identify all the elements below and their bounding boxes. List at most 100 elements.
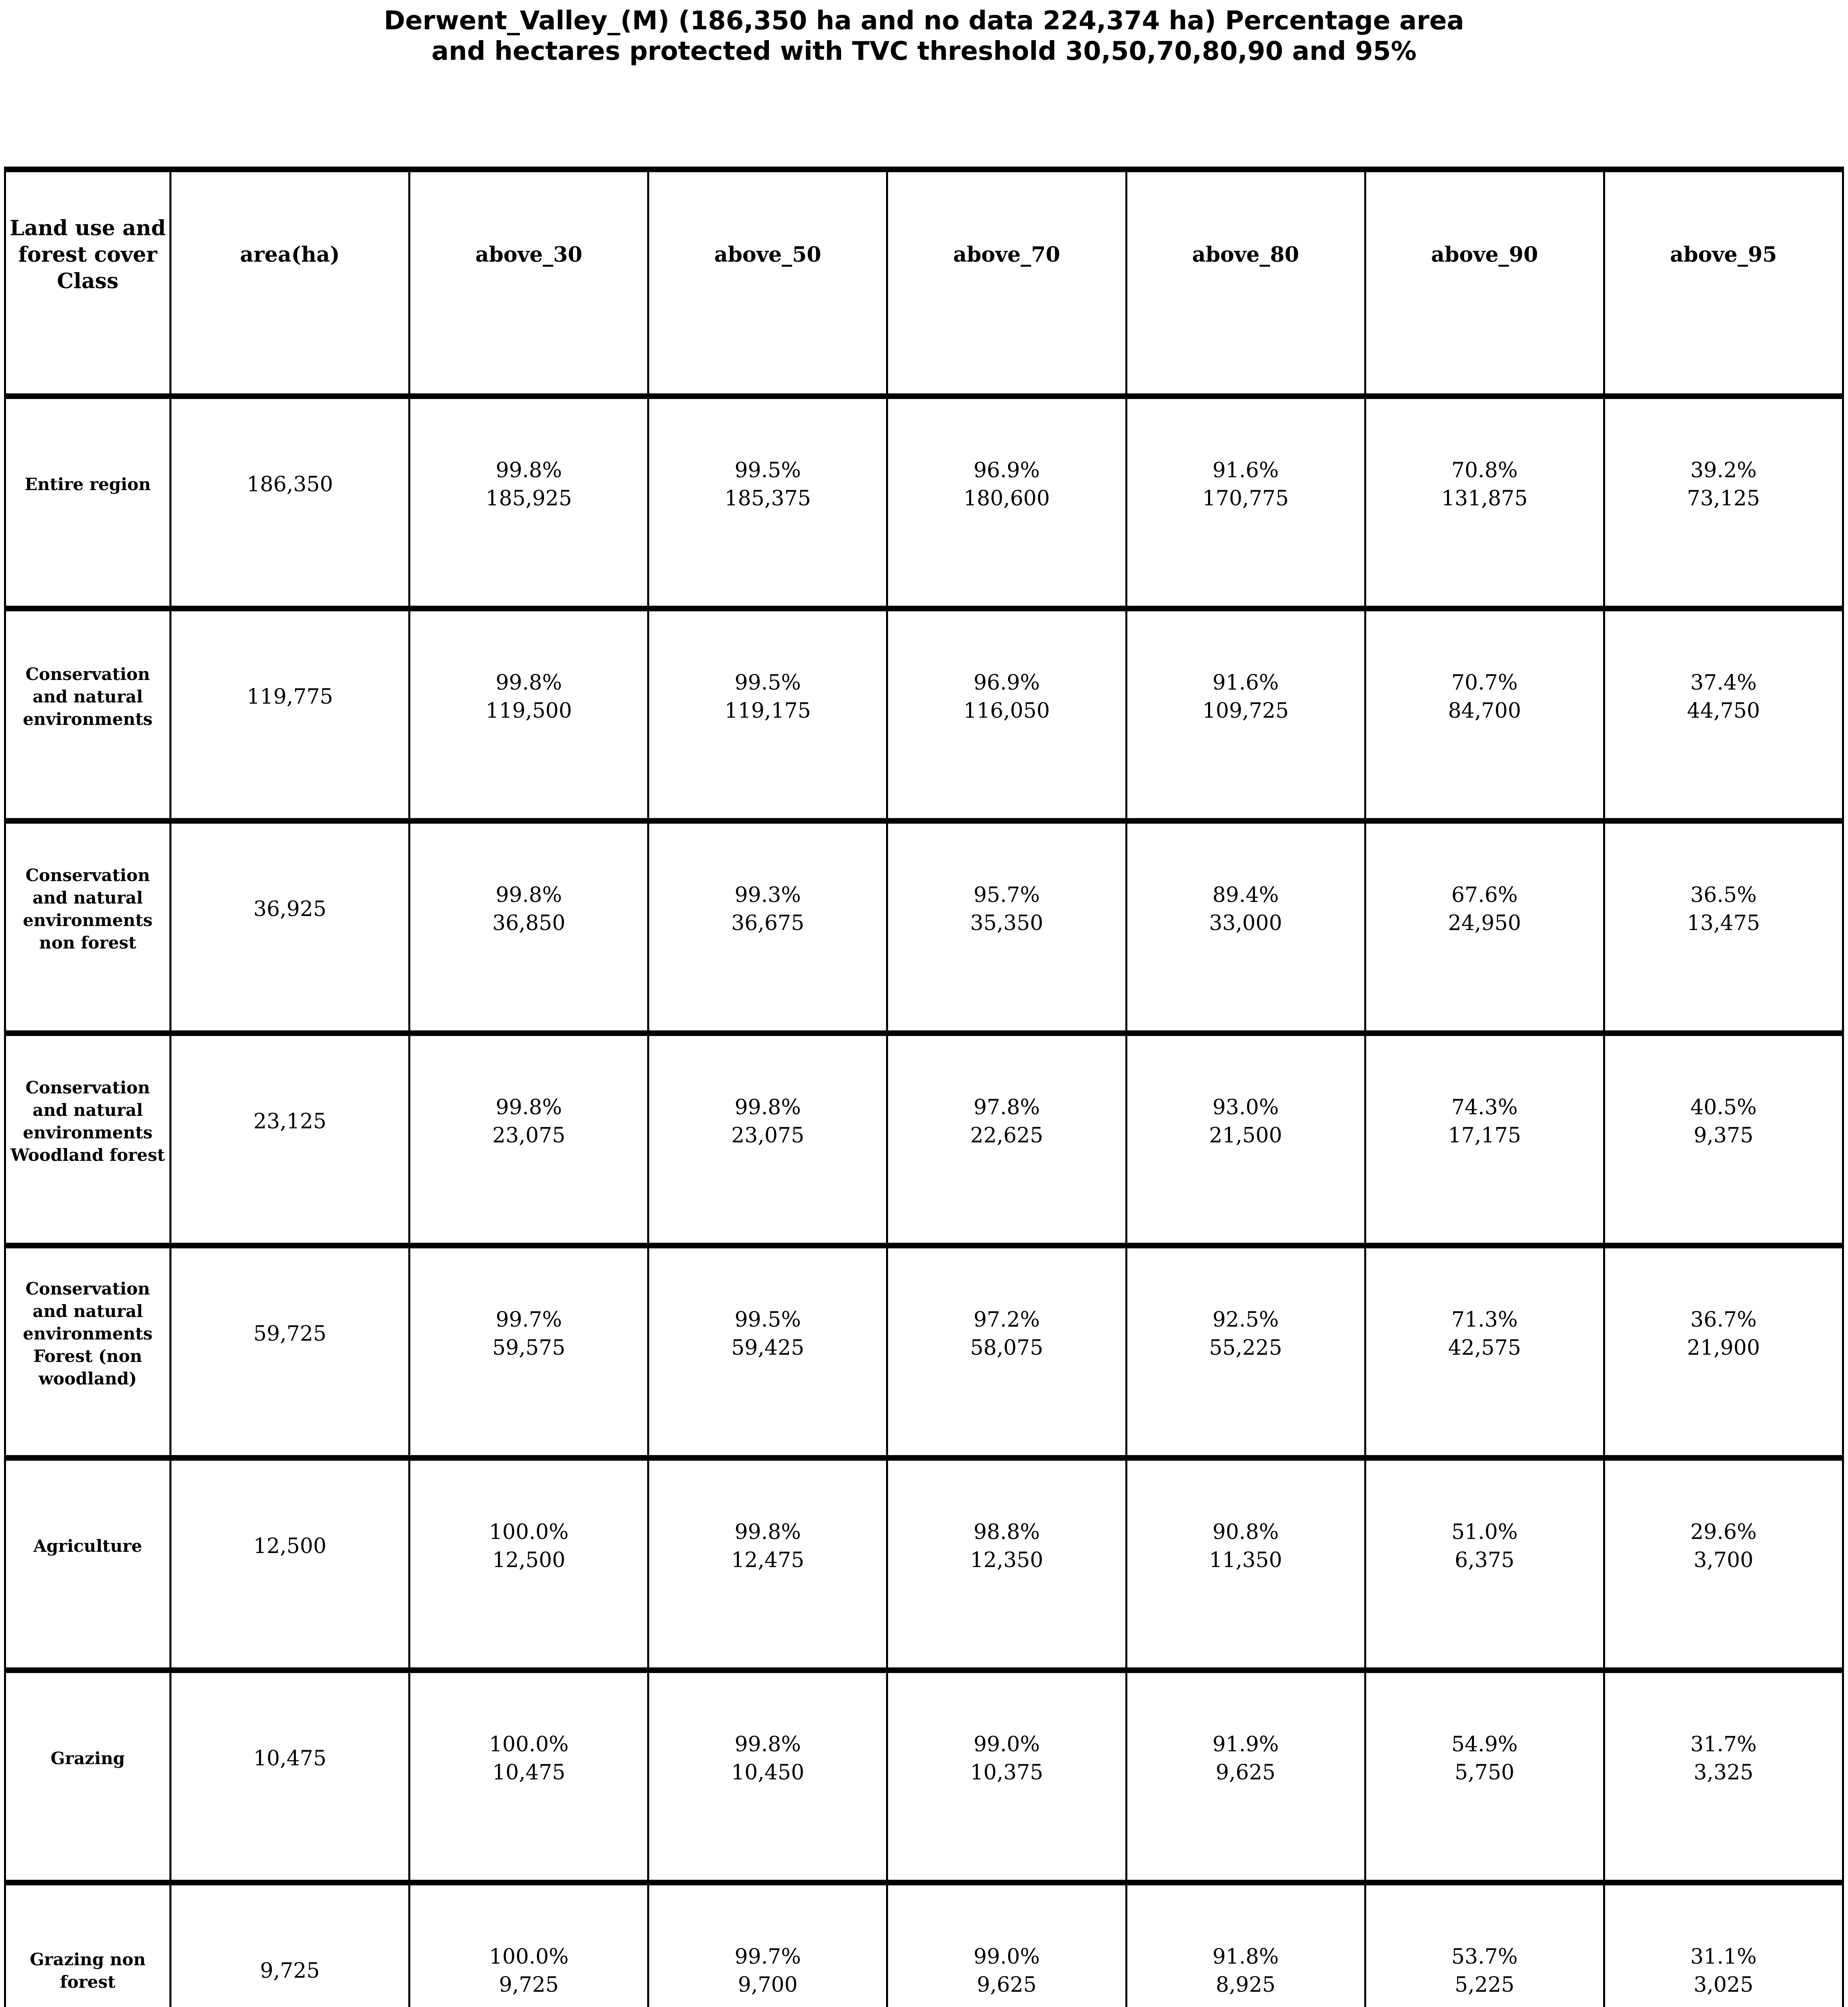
data-cell: 36.7% 21,900 [1603,1243,1844,1461]
data-cell: 96.9% 116,050 [886,606,1127,824]
data-cell: 99.8% 36,850 [408,818,650,1036]
hectares-value: 3,700 [1693,1548,1754,1572]
data-cell: 99.0% 10,375 [886,1667,1127,1885]
data-cell: 98.8% 12,350 [886,1455,1127,1673]
percent-value: 53.7% [1451,1944,1518,1969]
percent-value: 74.3% [1451,1095,1518,1120]
data-cell: 95.7% 35,350 [886,818,1127,1036]
percent-value: 91.6% [1212,458,1279,482]
percent-value: 96.9% [973,458,1040,482]
percent-value: 100.0% [489,1732,569,1757]
percent-value: 37.4% [1690,670,1757,695]
percent-value: 36.5% [1690,883,1757,907]
row-label: Conservation and natural environments Fo… [4,1243,172,1461]
hectares-value: 3,325 [1693,1760,1754,1785]
hectares-value: 59,575 [492,1335,566,1360]
data-cell: 31.7% 3,325 [1603,1667,1844,1885]
hectares-value: 170,775 [1202,486,1289,511]
data-cell: 97.2% 58,075 [886,1243,1127,1461]
data-cell: 40.5% 9,375 [1603,1030,1844,1248]
data-cell: 91.6% 170,775 [1125,393,1366,611]
percent-value: 93.0% [1212,1095,1279,1120]
hectares-value: 21,900 [1687,1335,1760,1360]
data-cell: 97.8% 22,625 [886,1030,1127,1248]
data-cell: 74.3% 17,175 [1364,1030,1605,1248]
hectares-value: 10,475 [492,1760,566,1785]
hectares-value: 9,700 [738,1972,798,1997]
hectares-value: 10,375 [970,1760,1043,1785]
percent-value: 31.1% [1690,1944,1757,1969]
hectares-value: 119,500 [485,698,572,723]
percent-value: 97.8% [973,1095,1040,1120]
data-cell: 67.6% 24,950 [1364,818,1605,1036]
data-cell: 54.9% 5,750 [1364,1667,1605,1885]
data-cell: 51.0% 6,375 [1364,1455,1605,1673]
percent-value: 39.2% [1690,458,1757,482]
hectares-value: 185,925 [485,486,572,511]
table-row: Entire region 186,350 99.8% 185,925 99.5%… [4,393,1844,611]
data-cell: 37.4% 44,750 [1603,606,1844,824]
page-title: Derwent_Valley_(M) (186,350 ha and no da… [0,6,1848,67]
hectares-value: 13,475 [1687,911,1760,935]
percent-value: 95.7% [973,883,1040,907]
hectares-value: 73,125 [1687,486,1760,511]
row-label: Conservation and natural environments [4,606,172,824]
percent-value: 99.7% [734,1944,801,1969]
hectares-value: 6,375 [1455,1548,1515,1572]
data-cell: 99.0% 9,625 [886,1880,1127,2007]
percent-value: 91.6% [1212,670,1279,695]
percent-value: 99.5% [734,458,801,482]
data-cell: 89.4% 33,000 [1125,818,1366,1036]
percent-value: 99.8% [495,1095,562,1120]
data-cell: 91.9% 9,625 [1125,1667,1366,1885]
percent-value: 89.4% [1212,883,1279,907]
hectares-value: 58,075 [970,1335,1043,1360]
area-cell: 59,725 [169,1243,411,1461]
data-cell: 53.7% 5,225 [1364,1880,1605,2007]
percent-value: 90.8% [1212,1520,1279,1544]
column-header-area: area(ha) [169,167,411,399]
data-cell: 99.5% 119,175 [647,606,888,824]
data-cell: 70.7% 84,700 [1364,606,1605,824]
percent-value: 99.7% [495,1307,562,1332]
percent-value: 100.0% [489,1944,569,1969]
column-header-above30: above_30 [408,167,650,399]
data-cell: 99.8% 10,450 [647,1667,888,1885]
hectares-value: 3,025 [1693,1972,1754,1997]
data-cell: 71.3% 42,575 [1364,1243,1605,1461]
data-cell: 99.3% 36,675 [647,818,888,1036]
data-cell: 96.9% 180,600 [886,393,1127,611]
hectares-value: 131,875 [1441,486,1528,511]
hectares-value: 9,375 [1693,1123,1754,1148]
hectares-value: 12,475 [731,1548,805,1572]
column-header-above80: above_80 [1125,167,1366,399]
title-line-2: and hectares protected with TVC threshol… [431,37,1417,66]
data-cell: 91.8% 8,925 [1125,1880,1366,2007]
hectares-value: 5,225 [1455,1972,1515,1997]
column-header-above95: above_95 [1603,167,1844,399]
hectares-value: 116,050 [963,698,1050,723]
column-header-above70: above_70 [886,167,1127,399]
data-cell: 70.8% 131,875 [1364,393,1605,611]
percent-value: 71.3% [1451,1307,1518,1332]
percent-value: 99.8% [734,1732,801,1757]
data-cell: 99.5% 59,425 [647,1243,888,1461]
hectares-value: 185,375 [724,486,811,511]
hectares-value: 59,425 [731,1335,805,1360]
percent-value: 70.8% [1451,458,1518,482]
percent-value: 31.7% [1690,1732,1757,1757]
hectares-value: 17,175 [1448,1123,1521,1148]
data-cell: 93.0% 21,500 [1125,1030,1366,1248]
percent-value: 99.3% [734,883,801,907]
data-cell: 99.7% 9,700 [647,1880,888,2007]
data-cell: 92.5% 55,225 [1125,1243,1366,1461]
column-header-class: Land use and forest cover Class [4,167,172,399]
hectares-value: 42,575 [1448,1335,1521,1360]
percent-value: 99.8% [495,670,562,695]
hectares-value: 8,925 [1216,1972,1276,1997]
area-cell: 186,350 [169,393,411,611]
hectares-value: 109,725 [1202,698,1289,723]
percent-value: 91.8% [1212,1944,1279,1969]
percent-value: 99.8% [495,458,562,482]
data-cell: 99.8% 119,500 [408,606,650,824]
